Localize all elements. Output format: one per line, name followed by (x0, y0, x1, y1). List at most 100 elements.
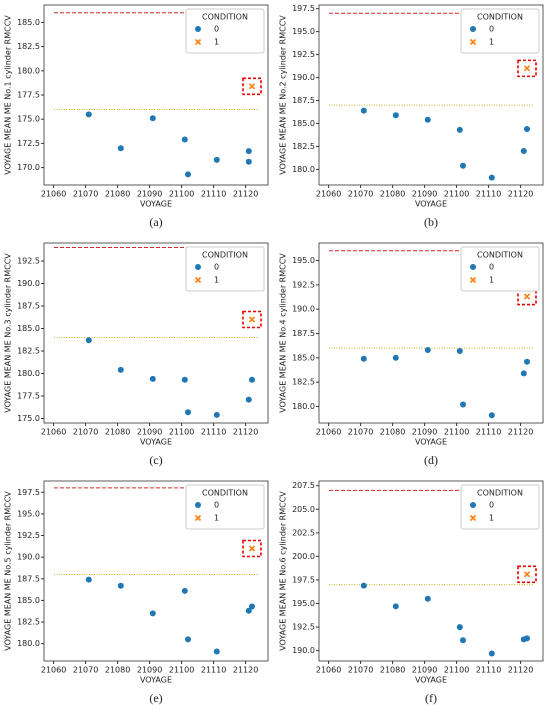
caption: (f) (425, 691, 437, 705)
y-tick-label: 195.0 (292, 27, 315, 36)
x-tick-label: 21110 (201, 428, 226, 437)
plot-frame (43, 242, 269, 424)
point (392, 354, 399, 361)
point (460, 162, 466, 169)
x-tick-label: 21100 (444, 666, 469, 675)
legend-marker (470, 26, 476, 32)
point (181, 587, 188, 594)
legend-box (185, 8, 265, 54)
y-tick-label: 185.0 (17, 324, 40, 333)
legend-label: 0 (214, 263, 219, 272)
x-tick-label: 21070 (73, 428, 98, 437)
x-tick-label: 21110 (476, 190, 501, 199)
x-marker (523, 293, 531, 300)
y-tick-label: 195.0 (17, 509, 40, 518)
point (249, 603, 255, 610)
point (117, 582, 124, 589)
point (117, 366, 124, 373)
x-tick-label: 21110 (201, 666, 226, 675)
legend-label: 1 (214, 276, 219, 285)
legend-title: CONDITION (477, 251, 523, 260)
x-tick-label: 21100 (444, 428, 469, 437)
point (460, 637, 466, 644)
y-tick-label: 187.5 (292, 329, 315, 338)
x-tick-label: 21090 (412, 190, 437, 199)
legend-marker (469, 276, 477, 284)
legend-marker (194, 514, 202, 522)
point (185, 171, 191, 178)
point (360, 107, 367, 114)
y-tick-label: 192.5 (292, 50, 315, 59)
legend-marker (194, 38, 202, 46)
point (181, 376, 188, 383)
point (524, 125, 530, 132)
highlight-box (517, 565, 537, 584)
legend-marker (470, 264, 476, 270)
point (456, 624, 463, 631)
x-tick-label: 21080 (380, 428, 405, 437)
point (488, 412, 495, 419)
y-tick-label: 195.0 (292, 256, 315, 265)
x-tick-label: 21100 (169, 666, 194, 675)
y-tick-label: 175.0 (17, 115, 40, 124)
legend-box (185, 246, 265, 292)
point (524, 635, 530, 642)
y-tick-label: 182.5 (17, 618, 40, 627)
y-tick-label: 192.5 (17, 531, 40, 540)
legend-label: 0 (489, 25, 494, 34)
y-tick-label: 175.0 (17, 414, 40, 423)
legend-marker (195, 264, 201, 270)
x-tick-label: 21120 (508, 666, 533, 675)
y-tick-label: 172.5 (17, 139, 40, 148)
caption: (e) (149, 691, 162, 705)
x-tick-label: 21090 (137, 428, 162, 437)
caption: (c) (149, 453, 162, 467)
legend-marker (195, 26, 201, 32)
caption: (a) (149, 215, 162, 229)
x-tick-label: 21110 (201, 190, 226, 199)
point (460, 401, 466, 408)
x-tick-label: 21060 (316, 428, 341, 437)
x-tick-label: 21090 (412, 428, 437, 437)
x-axis-label: VOYAGE (415, 676, 447, 685)
legend-box (460, 246, 540, 292)
point (249, 376, 255, 383)
y-tick-label: 170.0 (17, 163, 40, 172)
x-tick-label: 21070 (348, 666, 373, 675)
x-marker (248, 316, 256, 323)
point (85, 111, 92, 118)
y-axis-label: VOYAGE MEAN ME No.6 cylinder RMCCV (279, 491, 288, 651)
y-tick-label: 200.0 (292, 552, 315, 561)
y-tick-label: 205.0 (292, 505, 315, 514)
y-tick-label: 185.0 (17, 596, 40, 605)
x-marker (248, 83, 256, 90)
x-tick-label: 21080 (105, 666, 130, 675)
legend-box (460, 484, 540, 530)
x-tick-label: 21060 (41, 666, 66, 675)
y-tick-label: 190.0 (17, 279, 40, 288)
x-tick-label: 21120 (508, 428, 533, 437)
legend-title: CONDITION (477, 13, 523, 22)
legend-box (185, 484, 265, 530)
plot-frame (318, 4, 544, 186)
y-tick-label: 182.5 (292, 142, 315, 151)
x-marker (523, 65, 531, 72)
y-tick-label: 190.0 (17, 553, 40, 562)
x-tick-label: 21080 (105, 428, 130, 437)
x-axis-label: VOYAGE (140, 200, 172, 209)
point (245, 158, 252, 165)
point (360, 582, 367, 589)
x-tick-label: 21070 (73, 666, 98, 675)
x-tick-label: 21080 (380, 190, 405, 199)
legend-title: CONDITION (202, 489, 248, 498)
legend-label: 0 (489, 501, 494, 510)
y-tick-label: 190.0 (292, 646, 315, 655)
point (245, 607, 252, 614)
caption: (b) (424, 215, 438, 229)
point (213, 411, 220, 418)
point (456, 348, 463, 354)
point (85, 576, 92, 583)
legend-label: 1 (214, 38, 219, 47)
point (213, 648, 220, 655)
point (488, 174, 495, 181)
